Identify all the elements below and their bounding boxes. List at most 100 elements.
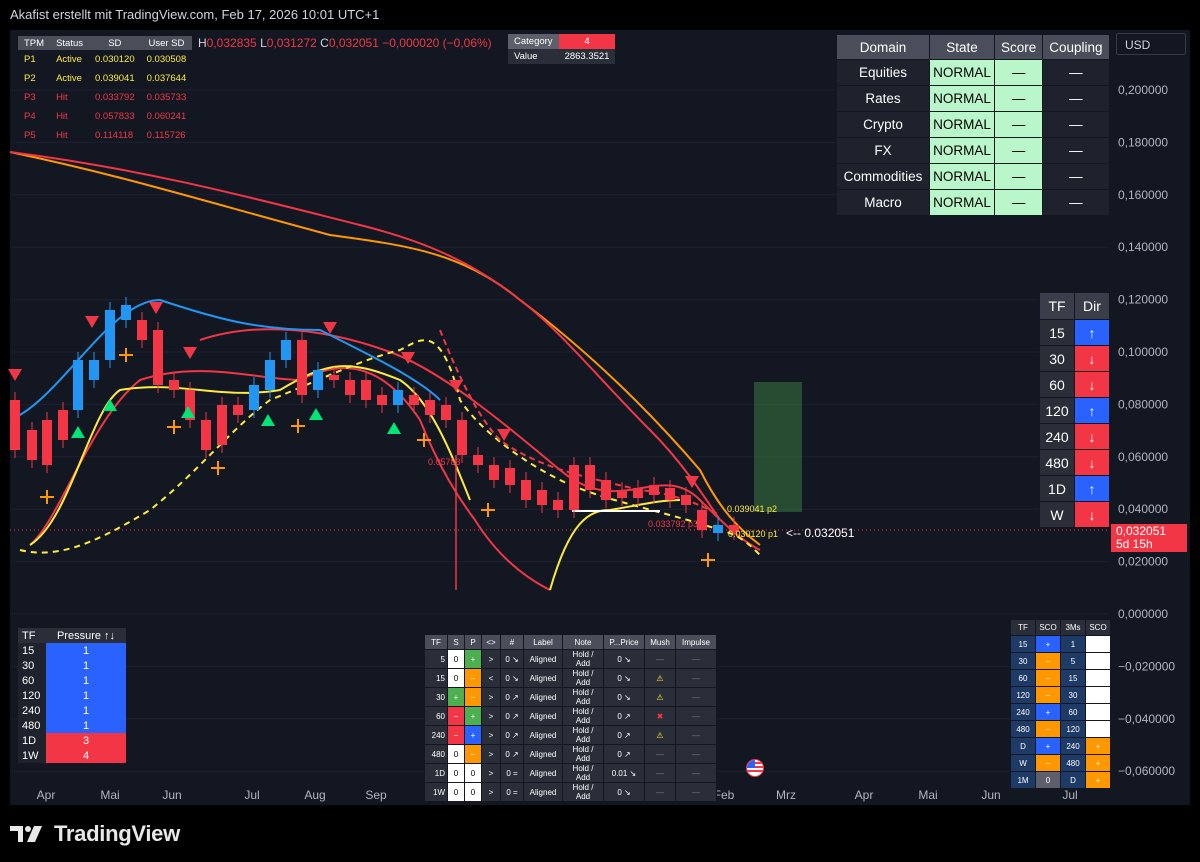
tfdir-row: 60 ↓	[1039, 371, 1110, 398]
warning-icon: ⚠	[644, 668, 676, 688]
price-tick: 0,000000	[1118, 607, 1168, 621]
mtf-note: Hold / Add	[562, 706, 604, 726]
tfdir-arrow-icon: ↓	[1074, 423, 1110, 450]
candle-body	[441, 405, 451, 420]
domain-score: —	[993, 163, 1044, 190]
mtf-header-9: Impulse	[675, 634, 717, 650]
us-flag-icon[interactable]	[746, 759, 764, 777]
tpm-header-3: User SD	[140, 36, 193, 50]
mtf-impulse: —	[675, 706, 717, 726]
tpm-user-sd: 0.030508	[146, 54, 187, 65]
price-tick: 0,100000	[1118, 345, 1168, 359]
time-tick: Aug	[304, 788, 325, 802]
sco-table: TF SCO 3Ms SCO 15 +1 30−5 60−15 120−30 240 +60 480…	[1010, 619, 1111, 789]
tpm-user-sd: 0.037644	[146, 73, 187, 84]
mtf-price: 0 ↘	[603, 649, 645, 669]
sco-tf: 60	[1010, 669, 1036, 687]
pressure-value: 1	[46, 658, 126, 673]
mtf-p: +	[464, 725, 482, 745]
time-tick: Sep	[365, 788, 387, 802]
bar-countdown: 5d 15h	[1116, 537, 1153, 551]
mtf-row: 480 0− >0 ↗ Aligned Hold / Add 0 ↗ — —	[424, 744, 717, 764]
mtf-label: Aligned	[523, 687, 563, 707]
mtf-tf: 5	[424, 649, 448, 669]
mtf-price: 0 ↗	[603, 744, 645, 764]
mtf-note: Hold / Add	[562, 668, 604, 688]
sco-signal: −	[1035, 754, 1061, 772]
sco-row: 1M 0 D +	[1010, 771, 1111, 789]
mtf-header-8: Mush	[644, 634, 676, 650]
mtf-count: 0 ↗	[500, 687, 524, 707]
domain-state: NORMAL	[929, 189, 995, 216]
mtf-label: Aligned	[523, 744, 563, 764]
mtf-tf: 15	[424, 668, 448, 688]
domain-header-1: State	[929, 34, 995, 60]
candle-body	[521, 480, 531, 500]
mtf-impulse: —	[675, 668, 717, 688]
candle-body	[505, 468, 515, 485]
mtf-s: 0	[447, 668, 465, 688]
price-tick: 0,060000	[1118, 450, 1168, 464]
mtf-count: 0 ↘	[500, 649, 524, 669]
mtf-label: Aligned	[523, 668, 563, 688]
domain-score: —	[993, 137, 1044, 164]
candle-body	[665, 488, 675, 500]
mtf-s: 0	[447, 744, 465, 764]
price-tick: 0,160000	[1118, 188, 1168, 202]
candle-body	[233, 405, 243, 415]
sco-signal-2	[1085, 652, 1111, 670]
pressure-row: 15 1	[18, 643, 126, 658]
sco-signal: 0	[1035, 771, 1061, 789]
p2-label: 0.039041 p2	[727, 504, 777, 514]
sco-3ms: 120	[1060, 720, 1086, 738]
buy-triangle-icon	[181, 406, 195, 418]
sell-triangle-icon	[183, 347, 197, 359]
last-price-value: 0,032051	[1116, 524, 1167, 538]
candle-body	[201, 420, 211, 450]
candle-body	[42, 420, 52, 465]
mtf-count: 0 ↗	[500, 725, 524, 745]
mtf-header-2: P	[464, 634, 482, 650]
domain-state: NORMAL	[929, 59, 995, 86]
time-tick: Apr	[37, 788, 56, 802]
tpm-status: Active	[56, 73, 82, 84]
mtf-p: 0	[464, 782, 482, 802]
domain-name: Macro	[836, 189, 930, 216]
tpm-target: P1	[24, 54, 36, 65]
mtf-label: Aligned	[523, 706, 563, 726]
candle-body	[345, 380, 355, 395]
mtf-s: −	[447, 725, 465, 745]
domain-row: Equities NORMAL — —	[836, 59, 1110, 86]
mtf-s: 0	[447, 782, 465, 802]
currency-selector[interactable]: USD	[1116, 33, 1186, 55]
candle-body	[601, 480, 611, 500]
mtf-count: 0 =	[500, 782, 524, 802]
sell-triangle-icon	[85, 316, 99, 328]
tfdir-tf: 15	[1039, 319, 1075, 346]
pressure-row: 60 1	[18, 673, 126, 688]
pressure-row: 480 1	[18, 718, 126, 733]
cross-marker-icon	[211, 461, 225, 475]
candle-body	[121, 305, 131, 320]
time-tick: Feb	[714, 788, 735, 802]
footer-brand[interactable]: TradingView	[10, 818, 180, 850]
tfdir-tf: 60	[1039, 371, 1075, 398]
sco-signal: +	[1035, 635, 1061, 653]
mtf-tf: 30	[424, 687, 448, 707]
tfdir-tf: 1D	[1039, 475, 1075, 502]
mtf-header-3: <>	[481, 634, 501, 650]
category-table: Category 4 Value 2863.3521	[508, 34, 616, 64]
sell-triangle-icon	[685, 476, 699, 488]
candle-body	[313, 370, 323, 390]
mtf-row: 30 + − >0 ↗ Aligned Hold / Add 0 ↘ ⚠ —	[424, 687, 717, 707]
mtf-tf: 240	[424, 725, 448, 745]
sell-triangle-icon	[8, 369, 22, 381]
candle-body	[73, 360, 83, 410]
tpm-status: Hit	[56, 92, 68, 103]
sco-tf: D	[1010, 737, 1036, 755]
pressure-tf: 240	[18, 703, 46, 718]
time-tick: Mai	[918, 788, 937, 802]
low-label: L	[260, 36, 267, 50]
tfdir-arrow-icon: ↓	[1074, 501, 1110, 528]
